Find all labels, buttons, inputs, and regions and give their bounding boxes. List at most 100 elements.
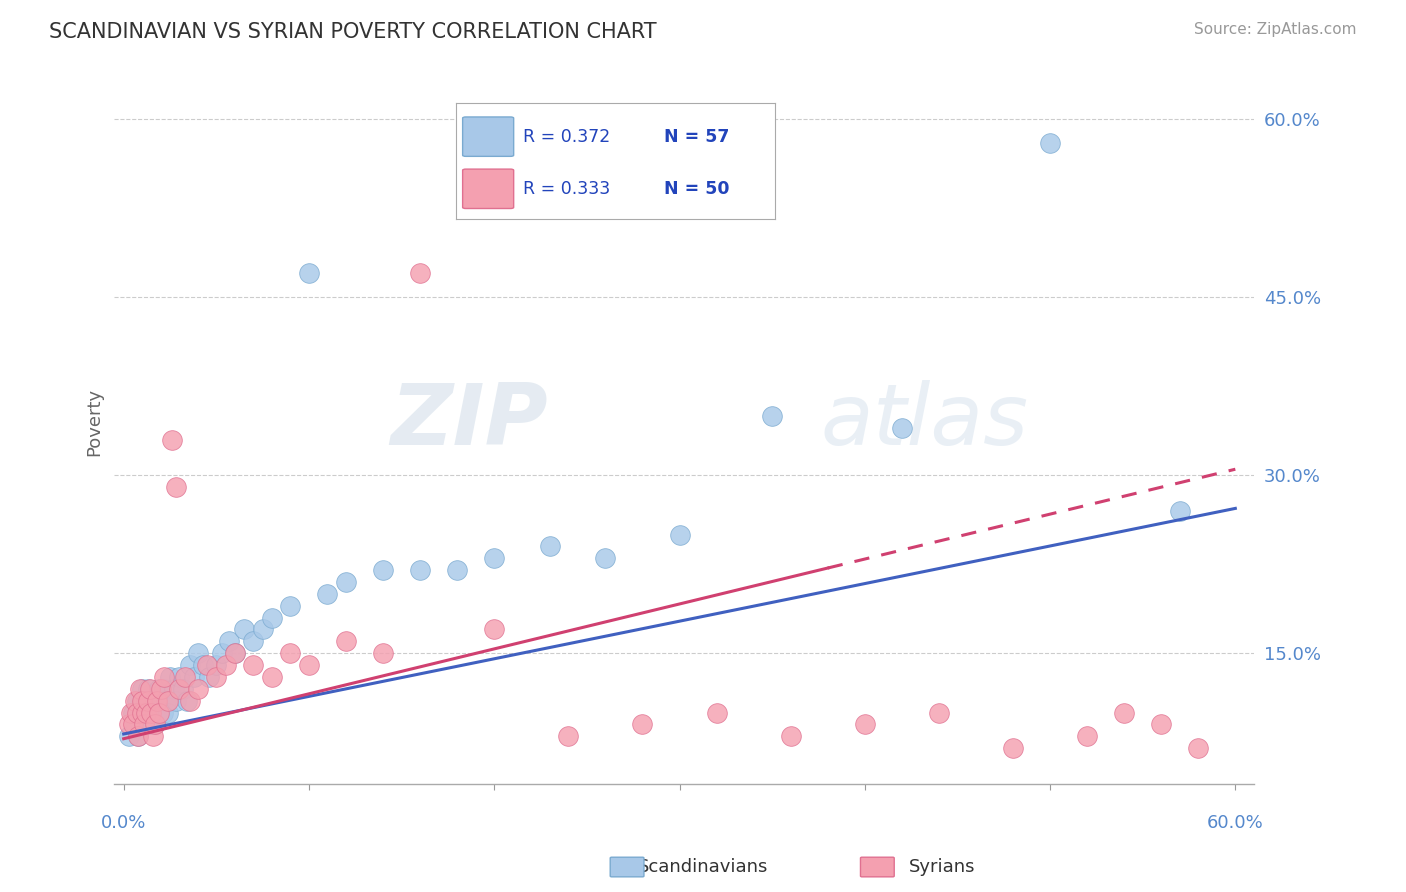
Point <box>131 706 153 720</box>
Point <box>242 658 264 673</box>
Point <box>298 266 321 280</box>
Point <box>538 540 561 554</box>
Point <box>179 658 201 673</box>
Point <box>118 717 141 731</box>
Point <box>172 681 194 696</box>
Point <box>779 730 801 744</box>
Point <box>138 681 160 696</box>
Point <box>198 670 221 684</box>
Point <box>1187 741 1209 756</box>
Point <box>179 694 201 708</box>
Point <box>1076 730 1098 744</box>
Point <box>157 706 180 720</box>
Point <box>132 717 155 731</box>
Point <box>120 706 142 720</box>
Point <box>157 694 180 708</box>
Text: Source: ZipAtlas.com: Source: ZipAtlas.com <box>1194 22 1357 37</box>
Point <box>1168 504 1191 518</box>
Point <box>132 717 155 731</box>
Point <box>761 409 783 423</box>
Point <box>668 527 690 541</box>
Point <box>138 717 160 731</box>
Point <box>129 717 152 731</box>
Text: 60.0%: 60.0% <box>1206 814 1264 832</box>
Point <box>135 706 157 720</box>
Point <box>152 706 174 720</box>
Point <box>160 433 183 447</box>
Point <box>193 658 215 673</box>
Point <box>124 717 146 731</box>
Text: ZIP: ZIP <box>389 380 547 463</box>
Point <box>183 670 205 684</box>
Point <box>128 730 150 744</box>
Point <box>149 681 172 696</box>
Point <box>195 658 218 673</box>
Point <box>142 730 165 744</box>
Point <box>149 694 172 708</box>
Point <box>141 706 163 720</box>
Point <box>167 681 190 696</box>
Point <box>143 717 166 731</box>
Point <box>631 717 654 731</box>
Point <box>484 551 506 566</box>
Text: 0.0%: 0.0% <box>101 814 146 832</box>
Y-axis label: Poverty: Poverty <box>86 388 103 456</box>
Point <box>148 706 170 720</box>
Point <box>224 646 246 660</box>
Point <box>1001 741 1024 756</box>
Point <box>129 681 152 696</box>
Point <box>557 730 579 744</box>
Point <box>316 587 339 601</box>
Point <box>214 658 236 673</box>
Point <box>131 681 153 696</box>
Point <box>146 706 169 720</box>
Point <box>136 706 159 720</box>
Point <box>122 706 145 720</box>
Point <box>135 694 157 708</box>
Point <box>224 646 246 660</box>
Point <box>260 610 283 624</box>
Point <box>128 730 150 744</box>
Point <box>148 681 170 696</box>
Point <box>335 574 357 589</box>
Point <box>122 717 145 731</box>
Point <box>706 706 728 720</box>
Point <box>205 658 228 673</box>
Point <box>484 623 506 637</box>
Point <box>141 706 163 720</box>
Point <box>187 681 209 696</box>
Point <box>260 670 283 684</box>
Text: atlas: atlas <box>821 380 1029 463</box>
Point <box>890 420 912 434</box>
Point <box>409 266 432 280</box>
Point <box>928 706 950 720</box>
Point <box>136 681 159 696</box>
Text: Scandinavians: Scandinavians <box>638 858 768 876</box>
Point <box>146 694 169 708</box>
Point <box>1150 717 1173 731</box>
Point <box>252 623 274 637</box>
Point <box>233 623 256 637</box>
Point <box>125 694 148 708</box>
Point <box>131 694 153 708</box>
Point <box>142 694 165 708</box>
Point <box>118 730 141 744</box>
Point <box>131 706 153 720</box>
Point <box>242 634 264 648</box>
Point <box>335 634 357 648</box>
Text: Syrians: Syrians <box>908 858 976 876</box>
Point <box>125 706 148 720</box>
Point <box>371 646 394 660</box>
Point <box>211 646 233 660</box>
Point <box>155 694 177 708</box>
Point <box>167 670 190 684</box>
Point <box>153 670 176 684</box>
Point <box>280 646 302 660</box>
Point <box>371 563 394 577</box>
Point <box>136 694 159 708</box>
Point <box>1114 706 1136 720</box>
Point <box>165 480 187 494</box>
Point <box>280 599 302 613</box>
Point <box>165 694 187 708</box>
Point <box>187 646 209 660</box>
